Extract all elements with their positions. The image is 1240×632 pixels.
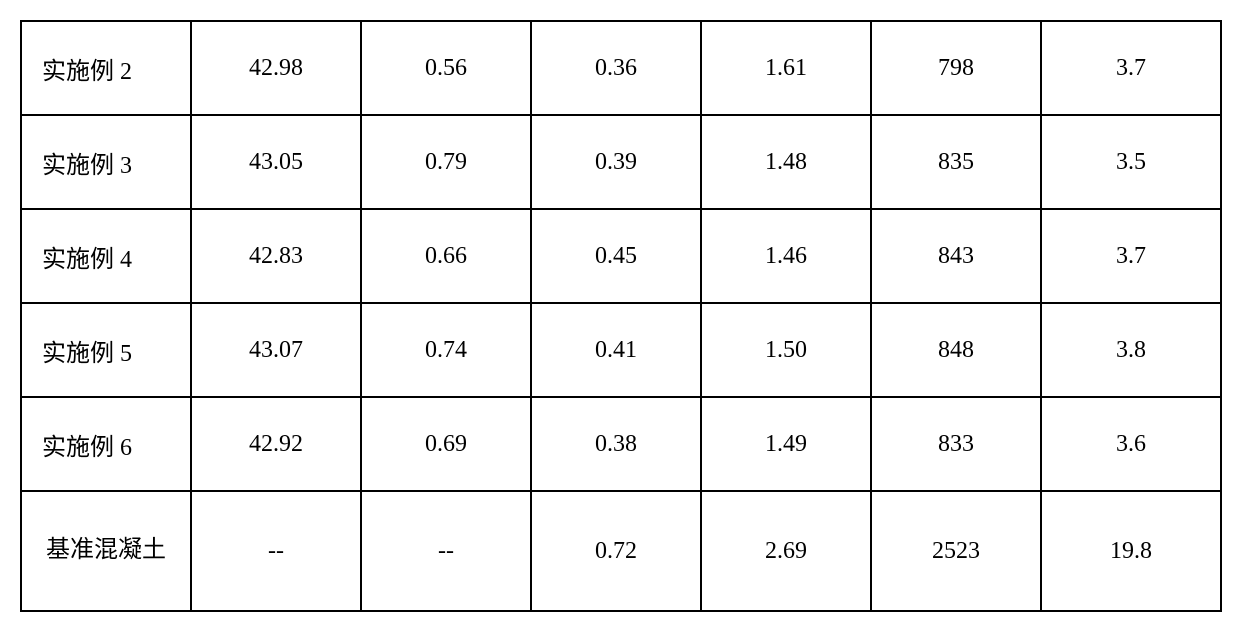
cell: 43.05	[191, 115, 361, 209]
cell: 1.61	[701, 21, 871, 115]
cell: 42.98	[191, 21, 361, 115]
cell: 2.69	[701, 491, 871, 611]
row-label: 实施例 2	[21, 21, 191, 115]
cell: 3.7	[1041, 21, 1221, 115]
cell: 0.36	[531, 21, 701, 115]
cell: 0.39	[531, 115, 701, 209]
cell: 43.07	[191, 303, 361, 397]
cell: 0.45	[531, 209, 701, 303]
cell: 42.83	[191, 209, 361, 303]
cell: 833	[871, 397, 1041, 491]
cell: 0.72	[531, 491, 701, 611]
cell: 843	[871, 209, 1041, 303]
cell: 42.92	[191, 397, 361, 491]
cell: 3.6	[1041, 397, 1221, 491]
cell: 0.79	[361, 115, 531, 209]
cell: 848	[871, 303, 1041, 397]
row-label: 实施例 6	[21, 397, 191, 491]
cell: 3.5	[1041, 115, 1221, 209]
cell: 0.66	[361, 209, 531, 303]
table-row: 实施例 4 42.83 0.66 0.45 1.46 843 3.7	[21, 209, 1221, 303]
cell: 0.38	[531, 397, 701, 491]
cell: 0.56	[361, 21, 531, 115]
cell: --	[191, 491, 361, 611]
data-table: 实施例 2 42.98 0.56 0.36 1.61 798 3.7 实施例 3…	[20, 20, 1222, 612]
row-label: 基准混凝土	[21, 491, 191, 611]
cell: 835	[871, 115, 1041, 209]
table-body: 实施例 2 42.98 0.56 0.36 1.61 798 3.7 实施例 3…	[21, 21, 1221, 611]
cell: 1.46	[701, 209, 871, 303]
cell: 1.49	[701, 397, 871, 491]
cell: 3.8	[1041, 303, 1221, 397]
table-row: 实施例 2 42.98 0.56 0.36 1.61 798 3.7	[21, 21, 1221, 115]
row-label: 实施例 5	[21, 303, 191, 397]
cell: 19.8	[1041, 491, 1221, 611]
cell: 1.48	[701, 115, 871, 209]
table-row: 基准混凝土 -- -- 0.72 2.69 2523 19.8	[21, 491, 1221, 611]
cell: 798	[871, 21, 1041, 115]
cell: 1.50	[701, 303, 871, 397]
row-label: 实施例 3	[21, 115, 191, 209]
cell: 0.41	[531, 303, 701, 397]
cell: 0.69	[361, 397, 531, 491]
cell: 0.74	[361, 303, 531, 397]
cell: 2523	[871, 491, 1041, 611]
table-row: 实施例 6 42.92 0.69 0.38 1.49 833 3.6	[21, 397, 1221, 491]
table-row: 实施例 5 43.07 0.74 0.41 1.50 848 3.8	[21, 303, 1221, 397]
table-row: 实施例 3 43.05 0.79 0.39 1.48 835 3.5	[21, 115, 1221, 209]
row-label: 实施例 4	[21, 209, 191, 303]
cell: 3.7	[1041, 209, 1221, 303]
cell: --	[361, 491, 531, 611]
